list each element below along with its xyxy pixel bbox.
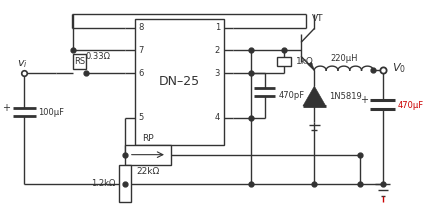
Text: VT: VT (312, 14, 323, 23)
Text: 470pF: 470pF (278, 90, 304, 99)
Text: 4: 4 (214, 113, 219, 122)
Text: 8: 8 (138, 23, 144, 32)
Text: 1.2kΩ: 1.2kΩ (91, 179, 115, 188)
Polygon shape (307, 62, 314, 70)
Text: 1: 1 (214, 23, 219, 32)
Text: RS: RS (74, 57, 85, 66)
Text: RP: RP (142, 134, 153, 143)
Text: 3: 3 (214, 69, 219, 78)
Text: +: + (2, 103, 10, 113)
Text: 1kΩ: 1kΩ (296, 57, 313, 66)
Bar (72, 54, 86, 69)
Text: 2: 2 (214, 46, 219, 55)
Text: DN–25: DN–25 (158, 75, 199, 88)
Text: 1N5819: 1N5819 (329, 92, 362, 101)
Text: $v_i$: $v_i$ (17, 58, 28, 70)
Text: 22kΩ: 22kΩ (136, 167, 159, 176)
Text: 6: 6 (138, 69, 144, 78)
Text: 0.33Ω: 0.33Ω (86, 52, 111, 61)
Text: 7: 7 (138, 46, 144, 55)
Text: $V_0$: $V_0$ (391, 61, 406, 75)
Polygon shape (302, 86, 325, 106)
Text: 220μH: 220μH (329, 54, 357, 63)
Bar (276, 57, 290, 66)
Text: +: + (359, 95, 367, 105)
Text: 5: 5 (138, 113, 144, 122)
Bar (125, 145, 170, 165)
Bar (134, 19, 224, 145)
Text: 470μF: 470μF (397, 102, 423, 111)
Text: 100μF: 100μF (38, 108, 64, 117)
Bar (119, 165, 130, 202)
